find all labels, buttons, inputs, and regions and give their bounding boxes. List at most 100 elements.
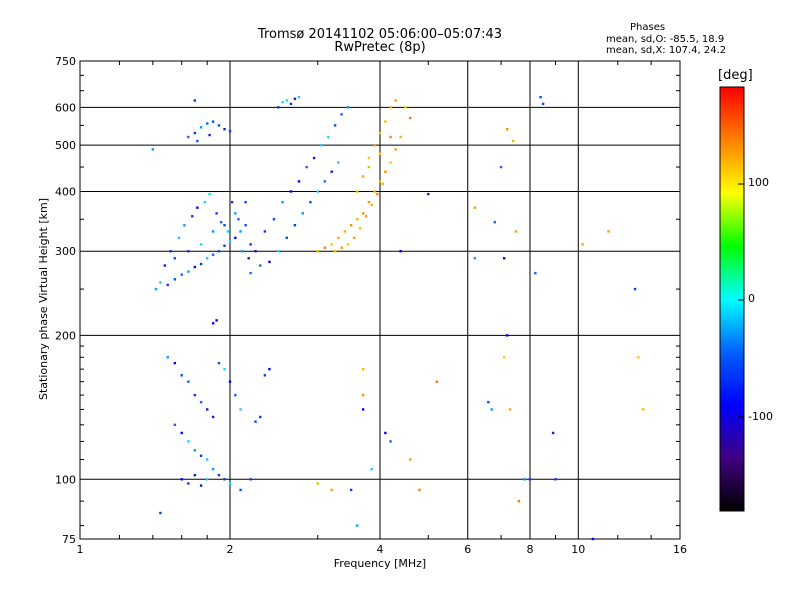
o-mode-point xyxy=(239,408,242,411)
o-mode-point xyxy=(346,106,350,109)
x-mode-point xyxy=(409,116,412,120)
x-mode-point xyxy=(581,243,584,246)
x-mode-point xyxy=(473,206,477,209)
o-mode-point xyxy=(217,473,221,477)
o-mode-point xyxy=(323,180,327,183)
y-tick-label: 750 xyxy=(55,55,76,68)
x-mode-point xyxy=(381,182,384,186)
o-mode-point xyxy=(293,97,297,101)
o-mode-point xyxy=(293,224,297,227)
o-mode-point xyxy=(173,257,177,260)
x-mode-point xyxy=(389,106,392,109)
o-mode-point xyxy=(228,239,232,243)
x-mode-point xyxy=(361,212,365,215)
x-mode-point xyxy=(361,393,365,397)
o-mode-point xyxy=(249,271,252,275)
o-mode-point xyxy=(193,449,197,452)
x-mode-point xyxy=(514,230,518,233)
o-mode-point xyxy=(281,200,284,204)
x-mode-point xyxy=(373,143,376,147)
x-mode-point xyxy=(409,458,412,461)
o-mode-point xyxy=(289,102,293,106)
o-mode-point xyxy=(166,356,169,359)
x-mode-point xyxy=(505,127,509,131)
o-mode-point xyxy=(361,408,365,411)
o-mode-point xyxy=(151,148,155,151)
o-mode-point xyxy=(159,281,162,284)
o-mode-point xyxy=(187,135,190,139)
x-mode-point xyxy=(508,408,512,411)
o-mode-point xyxy=(285,99,288,102)
o-mode-point xyxy=(219,221,223,224)
x-mode-point xyxy=(330,488,333,492)
x-mode-point xyxy=(355,218,359,221)
o-mode-point xyxy=(199,454,203,457)
phase-box-line2: mean, sd,X: 107.4, 24.2 xyxy=(606,45,727,56)
x-mode-point xyxy=(352,236,356,240)
x-mode-point xyxy=(378,180,382,183)
x-mode-point xyxy=(642,408,645,411)
o-mode-point xyxy=(223,367,226,371)
o-mode-point xyxy=(163,264,167,267)
o-mode-point xyxy=(244,224,247,227)
o-mode-point xyxy=(505,334,509,337)
o-mode-point xyxy=(169,250,172,253)
o-mode-point xyxy=(268,367,271,371)
o-mode-point xyxy=(327,135,330,139)
colorbar-tick-100: 100 xyxy=(748,176,769,189)
x-mode-point xyxy=(364,215,368,218)
x-mode-point xyxy=(358,227,362,230)
o-mode-point xyxy=(203,200,206,204)
o-mode-point xyxy=(180,431,183,435)
colorbar-tick-minus100: -100 xyxy=(748,410,773,423)
o-mode-point xyxy=(177,236,181,240)
chart-subtitle: RwPretec (8p) xyxy=(334,40,426,55)
o-mode-point xyxy=(534,271,537,275)
x-mode-point xyxy=(378,131,382,135)
o-mode-point xyxy=(523,478,526,481)
o-mode-point xyxy=(187,440,190,443)
o-mode-point xyxy=(191,215,194,218)
o-mode-point xyxy=(187,380,190,383)
o-mode-point xyxy=(205,257,209,260)
o-mode-point xyxy=(490,408,493,411)
o-mode-point xyxy=(309,200,312,204)
o-mode-point xyxy=(340,113,343,116)
o-mode-point xyxy=(259,415,262,419)
o-mode-point xyxy=(272,218,276,221)
o-mode-point xyxy=(230,200,234,204)
phase-box-line1: mean, sd,O: -85.5, 18.9 xyxy=(606,34,725,45)
x-mode-point xyxy=(378,152,382,155)
o-mode-point xyxy=(211,415,215,419)
o-mode-point xyxy=(249,243,252,246)
o-mode-point xyxy=(528,478,532,481)
o-mode-point xyxy=(183,224,186,227)
o-mode-point xyxy=(199,126,203,129)
x-mode-point xyxy=(367,165,371,169)
o-mode-point xyxy=(166,283,169,287)
o-mode-point xyxy=(399,250,402,253)
o-mode-point xyxy=(551,431,555,435)
o-mode-point xyxy=(223,244,226,247)
o-mode-point xyxy=(199,262,203,266)
o-mode-point xyxy=(277,250,280,253)
o-mode-point xyxy=(205,122,209,125)
o-mode-point xyxy=(193,473,197,477)
o-mode-point xyxy=(244,200,247,204)
o-mode-point xyxy=(297,180,301,183)
o-mode-point xyxy=(211,467,215,471)
o-mode-point xyxy=(247,257,250,260)
o-mode-point xyxy=(193,393,197,397)
o-mode-point xyxy=(337,161,340,164)
x-tick-label: 2 xyxy=(227,543,234,556)
x-mode-point xyxy=(323,246,327,249)
o-mode-point xyxy=(199,484,203,487)
o-mode-point xyxy=(217,124,221,127)
o-mode-point xyxy=(427,192,430,196)
o-mode-point xyxy=(591,537,595,541)
o-mode-point xyxy=(223,478,226,481)
x-mode-point xyxy=(404,106,407,109)
o-mode-point xyxy=(289,190,293,193)
o-mode-point xyxy=(349,488,353,492)
o-mode-point xyxy=(208,133,211,137)
